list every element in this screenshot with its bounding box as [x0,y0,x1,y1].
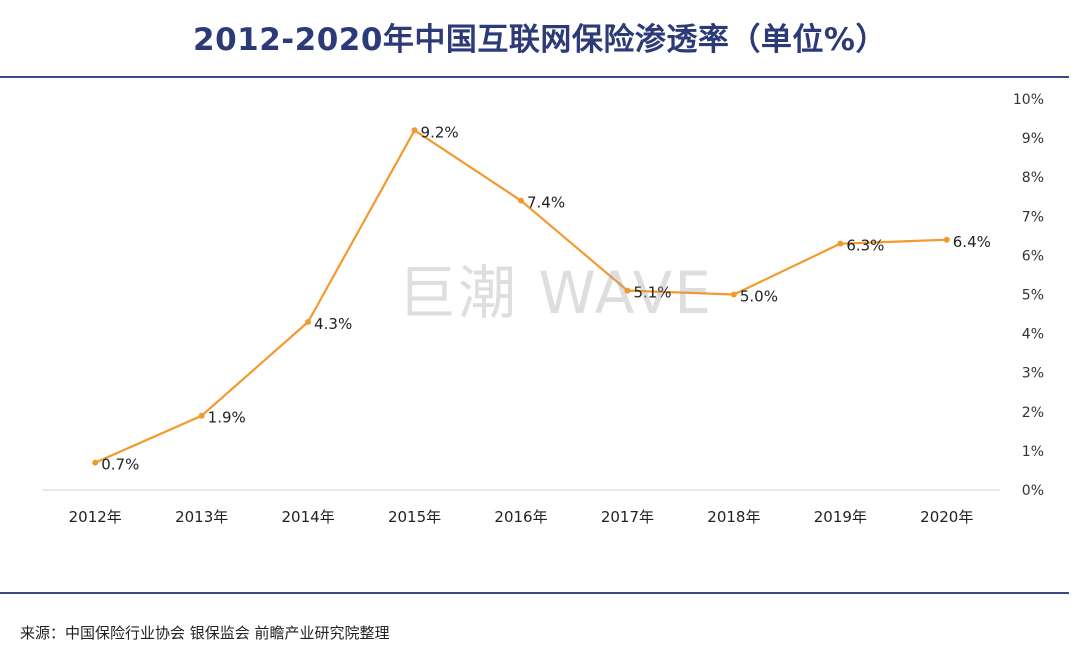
data-label: 7.4% [527,194,565,212]
y-tick-label: 8% [1022,170,1044,186]
data-point [730,291,737,298]
data-label: 5.0% [740,288,778,306]
top-divider [0,76,1069,78]
bottom-divider [0,592,1069,594]
data-label: 4.3% [314,315,352,333]
data-point [943,236,950,243]
line-chart: 0% 1% 2% 3% 4% 5% 6% 7% 8% 9% 10% 2012年 2013年 2014年 20… [42,92,1044,526]
x-tick-label: 2020年 [920,508,973,526]
data-label: 5.1% [633,284,671,302]
x-tick-label: 2016年 [494,508,547,526]
x-tick-label: 2017年 [601,508,654,526]
y-tick-label: 2% [1022,405,1044,421]
data-point [624,287,631,294]
data-point [837,240,844,247]
x-tick-label: 2015年 [388,508,441,526]
data-label: 1.9% [208,409,246,427]
data-label: 6.4% [953,233,991,251]
y-tick-label: 4% [1022,327,1044,343]
data-point [198,412,205,419]
y-tick-label: 1% [1022,444,1044,460]
watermark: 巨潮 WAVE [398,259,713,327]
y-tick-label: 0% [1022,483,1044,499]
data-label: 6.3% [846,237,884,255]
x-tick-label: 2013年 [175,508,228,526]
data-point [92,459,99,466]
data-point [411,127,418,134]
x-tick-label: 2018年 [707,508,760,526]
chart-title: 2012-2020年中国互联网保险渗透率（单位%） [193,22,887,58]
data-label: 9.2% [421,123,459,141]
y-tick-label: 9% [1022,131,1044,147]
data-point [305,318,312,325]
x-tick-label: 2012年 [69,508,122,526]
x-tick-label: 2019年 [814,508,867,526]
data-point [518,197,524,204]
data-label: 0.7% [101,456,139,474]
y-tick-label: 7% [1022,209,1044,225]
y-tick-label: 3% [1022,366,1044,382]
y-tick-label: 5% [1022,288,1044,304]
x-tick-label: 2014年 [282,508,335,526]
source-note: 来源：中国保险行业协会 银保监会 前瞻产业研究院整理 [20,624,390,642]
y-tick-label: 6% [1022,248,1044,264]
y-tick-label: 10% [1013,92,1044,108]
